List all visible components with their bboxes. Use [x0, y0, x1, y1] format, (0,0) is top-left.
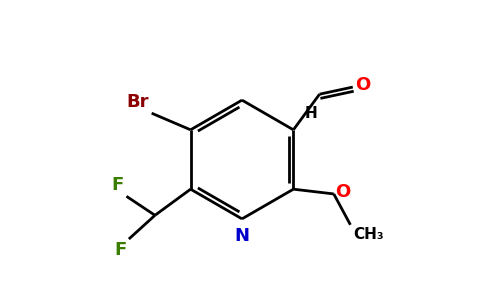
Text: CH₃: CH₃ — [353, 227, 383, 242]
Text: O: O — [355, 76, 370, 94]
Text: F: F — [114, 242, 126, 260]
Text: F: F — [112, 176, 124, 194]
Text: Br: Br — [127, 93, 149, 111]
Text: O: O — [335, 183, 350, 201]
Text: H: H — [304, 106, 318, 121]
Text: N: N — [235, 227, 249, 245]
